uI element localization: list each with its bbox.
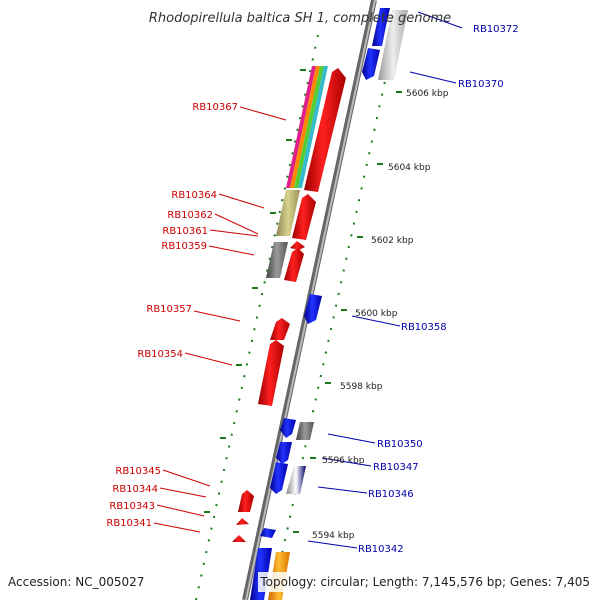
- gene-red-small-2: [236, 518, 249, 525]
- gene-grey-1: [266, 242, 288, 278]
- gene-blue-1: [372, 8, 390, 46]
- gene-label-rb10341[interactable]: RB10341: [106, 518, 152, 529]
- gene-red-small-1: [290, 241, 305, 250]
- gene-khaki: [276, 190, 300, 236]
- gene-label-rb10342[interactable]: RB10342: [358, 544, 404, 555]
- topology-backdrop: [258, 572, 592, 592]
- reverse-leaders: [153, 106, 287, 533]
- forward-leaders: [307, 11, 463, 549]
- gene-red-6: [238, 490, 254, 512]
- kbp-label: 5602 kbp: [371, 236, 414, 246]
- kbp-label: 5600 kbp: [355, 309, 398, 319]
- gene-red-4: [270, 318, 290, 340]
- gene-blue-4: [280, 418, 296, 438]
- gene-rb10367-stripe-green: [294, 66, 324, 188]
- gene-red-3: [284, 248, 304, 282]
- gene-label-rb10350[interactable]: RB10350: [377, 439, 423, 450]
- gene-red-2: [292, 194, 316, 240]
- gene-rb10367-stripe-cyan: [298, 66, 328, 188]
- gene-label-rb10362[interactable]: RB10362: [167, 210, 213, 221]
- kbp-label: 5594 kbp: [312, 531, 355, 541]
- gene-label-rb10344[interactable]: RB10344: [112, 484, 158, 495]
- kbp-label: 5596 kbp: [322, 456, 365, 466]
- gene-red-small-3: [232, 535, 246, 542]
- gene-label-rb10343[interactable]: RB10343: [109, 501, 155, 512]
- kbp-label: 5598 kbp: [340, 382, 383, 392]
- gene-label-rb10372[interactable]: RB10372: [473, 24, 519, 35]
- kbp-label: 5604 kbp: [388, 163, 431, 173]
- gene-red-5: [258, 340, 284, 406]
- gene-blue-2: [362, 48, 380, 80]
- gene-label-rb10346[interactable]: RB10346: [368, 489, 414, 500]
- gene-blue-7: [260, 528, 276, 538]
- accession-text: Accession: NC_005027: [8, 575, 144, 589]
- gene-red-large-1: [304, 68, 346, 192]
- gene-navy-grey: [286, 466, 306, 494]
- gene-label-rb10367[interactable]: RB10367: [192, 102, 238, 113]
- gene-label-rb10354[interactable]: RB10354: [137, 349, 183, 360]
- gene-blue-3: [304, 294, 322, 324]
- inner-tick-track: [195, 34, 319, 600]
- gene-label-rb10345[interactable]: RB10345: [115, 466, 161, 477]
- gene-lightgrey-1: [378, 10, 408, 80]
- gene-grey-2: [296, 422, 314, 440]
- topology-text: Topology: circular; Length: 7,145,576 bp…: [259, 575, 590, 589]
- gene-rb10367-stripe-orange: [290, 66, 320, 188]
- gene-label-rb10370[interactable]: RB10370: [458, 79, 504, 90]
- gene-label-rb10358[interactable]: RB10358: [401, 322, 447, 333]
- gene-label-rb10347[interactable]: RB10347: [373, 462, 419, 473]
- gene-rb10367-stripe-magenta: [286, 66, 316, 188]
- gene-blue-5: [276, 442, 292, 464]
- gene-label-rb10359[interactable]: RB10359: [161, 241, 207, 252]
- gene-label-rb10361[interactable]: RB10361: [162, 226, 208, 237]
- outer-tick-track: [271, 34, 396, 600]
- kbp-label: 5606 kbp: [406, 89, 449, 99]
- genome-title: Rhodopirellula baltica SH 1, complete ge…: [149, 11, 451, 26]
- gene-blue-6: [270, 462, 288, 494]
- gene-label-rb10364[interactable]: RB10364: [171, 190, 217, 201]
- gene-label-rb10357[interactable]: RB10357: [146, 304, 192, 315]
